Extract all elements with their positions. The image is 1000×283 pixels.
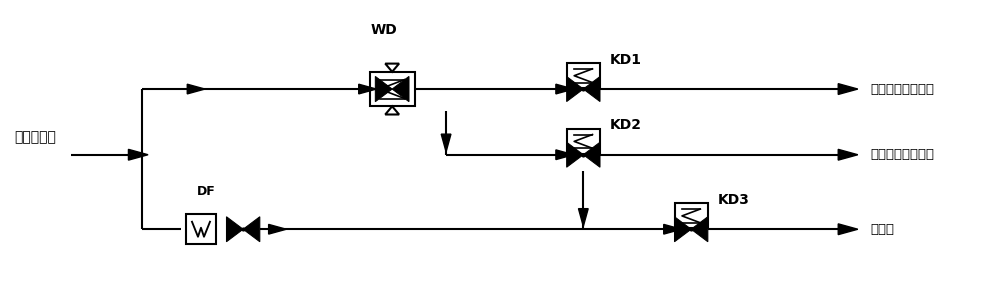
Polygon shape [838, 149, 858, 160]
Text: KD2: KD2 [610, 118, 642, 132]
Text: 连接器脱落输出端: 连接器脱落输出端 [871, 148, 935, 161]
Polygon shape [556, 150, 574, 160]
Bar [675, 203, 708, 228]
Text: DF: DF [197, 185, 215, 198]
Polygon shape [675, 217, 691, 242]
Bar [370, 72, 415, 106]
Polygon shape [583, 142, 600, 167]
Polygon shape [359, 84, 376, 94]
Text: 连接器锁紧输出端: 连接器锁紧输出端 [871, 83, 935, 96]
Polygon shape [567, 142, 583, 167]
Bar [567, 129, 600, 154]
Text: 气源输入端: 气源输入端 [15, 130, 57, 144]
Polygon shape [838, 224, 858, 235]
Text: KD1: KD1 [610, 53, 642, 67]
Polygon shape [567, 76, 583, 102]
Polygon shape [226, 217, 243, 242]
Polygon shape [392, 76, 409, 102]
Polygon shape [269, 224, 286, 234]
Polygon shape [838, 84, 858, 95]
Polygon shape [375, 76, 392, 102]
Polygon shape [556, 84, 574, 94]
Polygon shape [441, 134, 451, 152]
Polygon shape [578, 209, 588, 226]
Polygon shape [243, 217, 260, 242]
Polygon shape [583, 76, 600, 102]
Bar [186, 214, 216, 244]
Polygon shape [691, 217, 708, 242]
Polygon shape [664, 224, 681, 234]
Polygon shape [128, 149, 148, 160]
Text: WD: WD [371, 23, 398, 37]
Text: 放气端: 放气端 [871, 223, 895, 236]
Polygon shape [187, 84, 205, 94]
Text: KD3: KD3 [717, 193, 749, 207]
Bar [567, 63, 600, 88]
